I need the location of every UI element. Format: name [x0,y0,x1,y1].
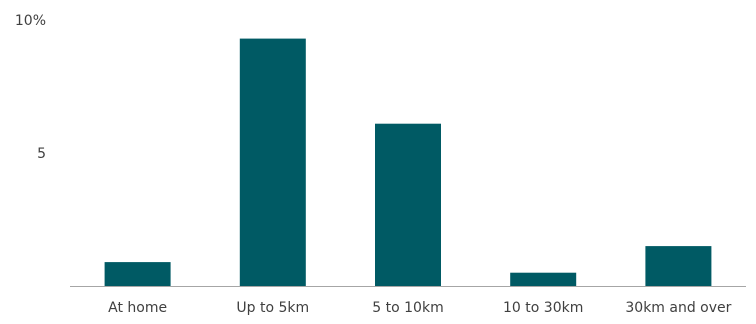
x-tick-label: 10 to 30km [503,300,583,316]
x-axis-labels: At home Up to 5km 5 to 10km 10 to 30km 30km … [108,300,732,316]
x-tick-label: 5 to 10km [372,300,443,316]
bars [104,38,712,286]
x-tick-label: Up to 5km [236,300,309,316]
bar-at-home [104,262,171,286]
bar-30km-and-over [645,246,712,286]
y-tick-label: 10% [15,13,46,29]
bar-5-to-10km [375,123,441,286]
bar-up-to-5km [239,38,306,286]
x-tick-label: 30km and over [625,300,731,316]
x-tick-label: At home [108,300,167,316]
y-axis-ticks: 5 10% [15,13,46,162]
y-tick-label: 5 [37,146,46,162]
bar-10-to-30km [510,272,577,286]
